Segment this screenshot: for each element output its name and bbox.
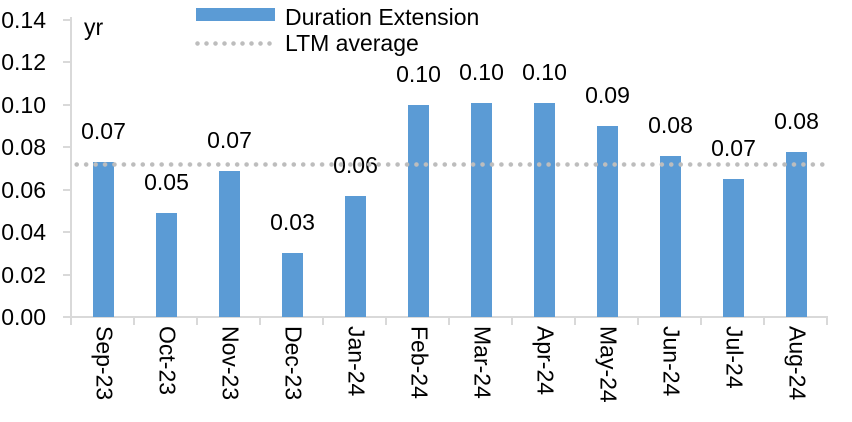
legend-label-ltm-average: LTM average [285, 30, 419, 56]
y-axis-tick-label: 0.04 [1, 219, 46, 246]
legend-dotted-line-swatch-icon [193, 41, 273, 46]
x-axis-category-label: Jan-24 [343, 326, 370, 397]
x-axis-line [70, 316, 828, 318]
x-axis-tick [826, 318, 828, 325]
x-axis-category-label: Feb-24 [406, 326, 433, 399]
y-axis-tick [63, 273, 70, 276]
x-axis-category-label: Dec-23 [280, 326, 307, 401]
ltm-average-line [72, 162, 828, 168]
x-axis-category-label: May-24 [595, 326, 622, 403]
bar-value-label: 0.08 [648, 112, 693, 138]
bar-value-label: 0.05 [144, 169, 189, 195]
y-axis-tick-label: 0.10 [1, 91, 46, 118]
legend-bar-swatch-icon [196, 8, 275, 21]
y-axis-tick-label: 0.00 [1, 304, 46, 330]
x-axis-category-label: Jul-24 [721, 326, 748, 389]
x-axis-category-label: Aug-24 [784, 326, 811, 401]
duration-extension-bar [219, 171, 240, 317]
duration-extension-bar [786, 152, 807, 317]
duration-extension-bar [534, 103, 555, 317]
bar-value-label: 0.08 [774, 108, 819, 134]
x-axis-category-label: Oct-23 [154, 326, 181, 396]
bar-value-label: 0.10 [396, 61, 441, 87]
duration-extension-bar [282, 253, 303, 317]
duration-extension-bar [723, 179, 744, 317]
y-axis-line [70, 17, 72, 318]
duration-extension-bar [597, 126, 618, 317]
y-axis-tick [63, 316, 70, 318]
bar-value-label: 0.03 [270, 209, 315, 235]
x-axis-tick [196, 318, 198, 325]
bar-value-label: 0.10 [459, 59, 504, 85]
x-axis-category-label: Jun-24 [658, 326, 685, 397]
x-axis-tick [70, 318, 72, 325]
legend-label-duration-extension: Duration Extension [285, 4, 480, 30]
x-axis-tick [322, 318, 324, 325]
duration-extension-bar [93, 162, 114, 317]
y-axis-tick-label: 0.08 [1, 134, 46, 161]
x-axis-category-label: Mar-24 [469, 326, 496, 399]
duration-extension-bar [408, 105, 429, 317]
y-axis-unit-label: yr [84, 14, 104, 40]
bar-value-label: 0.07 [207, 127, 252, 153]
y-axis-tick [63, 146, 70, 149]
y-axis-tick [63, 231, 70, 234]
x-axis-category-label: Sep-23 [91, 326, 118, 401]
y-axis-tick [63, 19, 70, 21]
x-axis-category-label: Apr-24 [532, 326, 559, 396]
duration-extension-bar [660, 156, 681, 317]
x-axis-tick [574, 318, 576, 325]
x-axis-tick [133, 318, 135, 325]
y-axis-tick-label: 0.06 [1, 176, 46, 203]
x-axis-tick [259, 318, 261, 325]
bar-value-label: 0.07 [81, 118, 126, 144]
x-axis-tick [385, 318, 387, 325]
x-axis-category-label: Nov-23 [217, 326, 244, 401]
y-axis-tick [63, 61, 70, 64]
x-axis-tick [448, 318, 450, 325]
y-axis-tick-label: 0.14 [1, 7, 46, 33]
x-axis-tick [511, 318, 513, 325]
x-axis-tick [637, 318, 639, 325]
y-axis-tick-label: 0.12 [1, 49, 46, 76]
bar-value-label: 0.10 [522, 59, 567, 85]
bar-value-label: 0.07 [711, 135, 756, 161]
bar-value-label: 0.09 [585, 82, 630, 108]
duration-extension-bar [471, 103, 492, 317]
duration-extension-bar [345, 196, 366, 317]
duration-extension-bar [156, 213, 177, 317]
x-axis-tick [763, 318, 765, 325]
x-axis-tick [700, 318, 702, 325]
y-axis-tick-label: 0.02 [1, 261, 46, 288]
y-axis-tick [63, 188, 70, 191]
y-axis-tick [63, 103, 70, 106]
